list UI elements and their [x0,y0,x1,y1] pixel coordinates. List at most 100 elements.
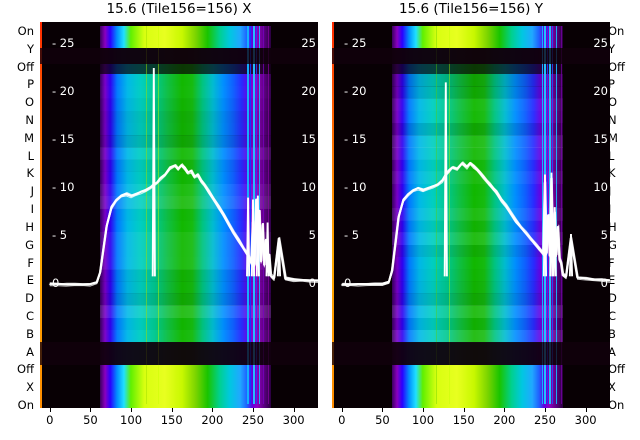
inner-ytick-right--20: 20 [593,84,608,98]
spectrum-spike-4 [568,234,574,277]
x-tick-0 [341,408,343,412]
x-tick-0 [49,408,51,412]
inner-ytick-left--15: - 15 [344,132,367,146]
rfi-spike-column-8 [157,26,159,404]
heatmap-band-0 [100,26,271,48]
x-tick-300 [585,408,587,412]
inner-ytick-right--20: 20 [301,84,316,98]
dipole-label-right-n-5: N [608,113,617,128]
dipole-label-left-h-11: H [25,219,34,234]
x-tick-100 [131,408,133,412]
heatmap-gap-0 [332,48,610,64]
heatmap-row-6 [100,147,271,160]
dipole-label-right-a-18: A [608,344,616,359]
inner-ytick-left--20: - 20 [52,84,75,98]
dipole-label-right-j-9: J [608,186,640,198]
dipole-label-left-y-1: Y [26,41,34,56]
spectrum-spike-2 [250,199,256,277]
inner-ytick-left--5: - 5 [52,228,68,242]
x-tick-100 [423,408,425,412]
x-ticklabel-0: 0 [338,413,346,427]
heatmap-row-2 [392,98,563,112]
x-ticklabel-200: 200 [493,413,516,427]
dipole-label-right-d-15: D [608,291,617,306]
heatmap-band-2 [100,64,271,74]
dipole-label-left-c-16: C [25,308,34,323]
x-ticklabel-50: 50 [375,413,390,427]
heatmap-row-17 [392,281,563,294]
spectrum-spike-3 [255,195,260,277]
dipole-label-left-d-15: D [25,291,34,306]
panel-x-overlay-curve [48,67,318,287]
dipole-label-left-on-21: On [17,398,34,412]
heatmap-panel-y[interactable]: - 25 25 - 20 20 - 15 15 - 10 10 - 5 5 0 0 [332,22,610,408]
x-tick-250 [252,408,254,412]
heatmap-row-0 [392,74,563,87]
dipole-label-right-e-14: E [608,273,616,288]
dipole-label-right-f-13: F [608,255,615,270]
panel-y-overlay-curve [340,82,610,287]
dipole-label-right-h-11: H [608,219,617,234]
dipole-label-left-on-0: On [17,24,34,38]
x-ticklabel-100: 100 [412,413,435,427]
spectrum-spike-3 [552,207,557,277]
rfi-spike-column-7 [436,26,437,404]
dipole-label-left-off-2: Off [17,59,34,74]
inner-ytick-right-0: 0 [600,276,608,290]
heatmap-band-2 [392,64,563,74]
dipole-label-right-o-4: O [608,95,618,110]
dipole-label-right-x-20: X [608,380,616,395]
x-ticklabel-50: 50 [83,413,98,427]
dipole-label-right-g-12: G [608,237,617,252]
x-ticklabel-150: 150 [160,413,183,427]
heatmap-row-13 [100,232,271,246]
inner-ytick-right--25: 25 [593,36,608,50]
panel-title-x: 15.6 (Tile156=156) X [106,1,252,17]
inner-ytick-left--25: - 25 [52,36,75,50]
x-ticklabel-300: 300 [282,413,305,427]
dipole-label-left-m-6: M [24,130,34,145]
rfi-spike-column-6 [267,26,269,404]
inner-ytick-right-0: 0 [308,276,316,290]
dipole-label-left-n-5: N [25,113,34,128]
dipole-label-left-x-20: X [26,380,34,395]
spectrum-trace-3 [48,164,318,286]
inner-ytick-right--25: 25 [301,36,316,50]
dipole-label-right-c-16: C [608,308,617,323]
dipole-label-right-i-10: I [608,203,640,215]
dipole-label-left-j-9: J [30,184,34,199]
inner-ytick-left--20: - 20 [344,84,367,98]
rfi-spike-column-0 [541,26,544,404]
heatmap-gap-0 [40,48,318,64]
inner-ytick-right--10: 10 [301,180,316,194]
x-ticklabel-200: 200 [201,413,224,427]
dipole-label-right-off-19: Off [608,362,625,377]
heatmap-row-8 [392,171,563,185]
rfi-spike-column-6 [561,26,563,404]
inner-ytick-left--10: - 10 [344,180,367,194]
spectrum-spike-1 [246,197,251,277]
inner-ytick-left--15: - 15 [52,132,75,146]
spectrum-spike-0 [443,82,448,277]
heatmap-row-19 [100,305,271,319]
dipole-label-left-l-7: L [27,148,34,163]
panel-y-edge-strip [332,22,334,408]
rfi-spike-column-7 [145,26,147,404]
spectrum-spike-5 [276,237,282,277]
heatmap-row-21 [392,329,563,343]
heatmap-panel-x[interactable]: - 25 25 - 20 20 - 15 15 - 10 10 - 5 5 0 0 [40,22,318,408]
spectrum-spike-4 [265,222,270,277]
heatmap-row-3 [100,110,271,124]
x-axis-panel-y: 0 50 100 150 200 250 300 [332,408,610,440]
inner-ytick-right--5: 5 [308,228,316,242]
dipole-label-left-g-12: G [25,237,34,252]
rfi-spike-column-1 [249,26,251,404]
inner-ytick-left-0: 0 [52,276,60,290]
heatmap-band-3 [100,74,271,342]
x-tick-50 [90,408,92,412]
x-ticklabel-150: 150 [452,413,475,427]
heatmap-row-13 [392,232,563,246]
heatmap-row-19 [392,305,563,319]
